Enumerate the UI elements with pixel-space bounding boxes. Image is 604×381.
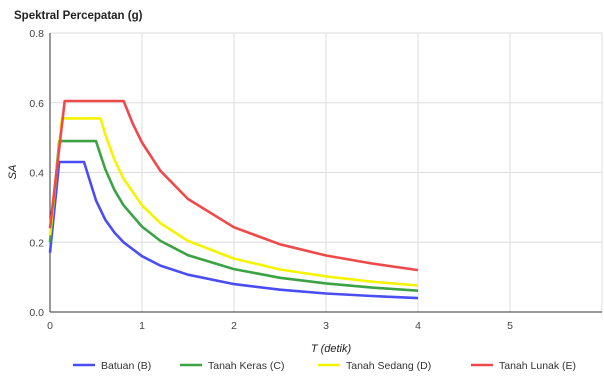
x-tick-label: 2	[231, 320, 237, 332]
x-tick-label: 4	[415, 320, 421, 332]
x-tick-label: 0	[47, 320, 53, 332]
y-axis-label: SA	[7, 165, 19, 180]
x-tick-label: 5	[507, 320, 513, 332]
x-axis-label: T (detik)	[311, 343, 352, 355]
chart-title: Spektral Percepatan (g)	[14, 10, 143, 22]
axes: 0.0 0.2 0.4 0.6 0.8 0 1 2 3 4 5	[29, 28, 602, 332]
series-line-0	[48, 160, 419, 300]
legend: Batuan (B) Tanah Keras (C) Tanah Sedang (D…	[73, 360, 576, 372]
legend-label: Tanah Sedang (D)	[346, 360, 431, 372]
y-tick-label: 0.2	[29, 237, 44, 249]
series-line-1	[48, 139, 419, 292]
y-tick-label: 0.8	[29, 28, 44, 40]
x-tick-label: 1	[139, 320, 145, 332]
legend-label: Tanah Lunak (E)	[499, 360, 576, 372]
legend-label: Batuan (B)	[101, 360, 151, 372]
data-series	[48, 99, 419, 300]
x-tick-label: 3	[323, 320, 329, 332]
y-tick-label: 0.4	[29, 168, 44, 180]
y-tick-label: 0.6	[29, 98, 44, 110]
series-line-3	[48, 99, 419, 272]
legend-label: Tanah Keras (C)	[208, 360, 284, 372]
y-tick-label: 0.0	[29, 307, 44, 319]
series-line-2	[48, 117, 419, 287]
gridlines	[49, 32, 603, 313]
